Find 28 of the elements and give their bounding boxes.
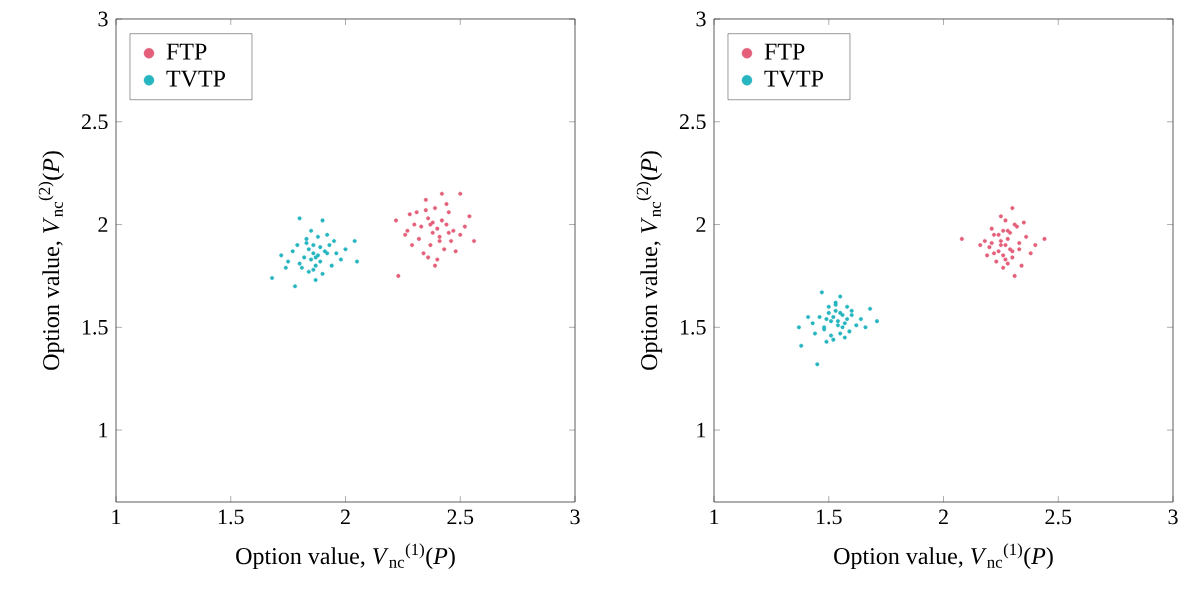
x-axis-title: Option value, V$_{nc}$$^{(1)}$(P) <box>236 543 455 570</box>
y-tick-label: 2 <box>98 217 108 232</box>
x-tick-label: 2.5 <box>447 509 474 525</box>
x-tick-label: 1.5 <box>816 509 842 525</box>
x-tick-label: 1 <box>112 509 121 525</box>
x-tick-label: 1 <box>710 509 719 525</box>
y-axis-title: Option value, V$_{nc}$$^{(2)}$(P) <box>636 151 663 370</box>
legend-label: TVTP <box>166 70 226 87</box>
x-tick-label: 2 <box>340 509 350 525</box>
legend-label: FTP <box>764 43 805 60</box>
x-tick-label: 1.5 <box>218 509 244 525</box>
y-tick-label: 3 <box>98 11 108 27</box>
x-tick-label: 2 <box>938 509 948 525</box>
y-tick-label: 1.5 <box>82 319 108 335</box>
y-axis-title: Option value, V$_{nc}$$^{(2)}$(P) <box>38 151 65 370</box>
x-tick-label: 3 <box>570 509 580 525</box>
legend-label: TVTP <box>764 70 824 87</box>
y-tick-label: 2.5 <box>679 114 706 130</box>
y-tick-label: 2 <box>696 217 706 232</box>
x-tick-label: 2.5 <box>1045 509 1072 525</box>
x-axis-title: Option value, V$_{nc}$$^{(1)}$(P) <box>834 543 1053 570</box>
legend-label: FTP <box>166 43 207 60</box>
y-tick-label: 1.5 <box>680 319 706 335</box>
y-tick-label: 3 <box>696 11 706 27</box>
y-tick-label: 1 <box>99 422 108 438</box>
y-tick-label: 2.5 <box>81 114 108 130</box>
y-tick-label: 1 <box>697 422 706 438</box>
x-tick-label: 3 <box>1168 509 1178 525</box>
